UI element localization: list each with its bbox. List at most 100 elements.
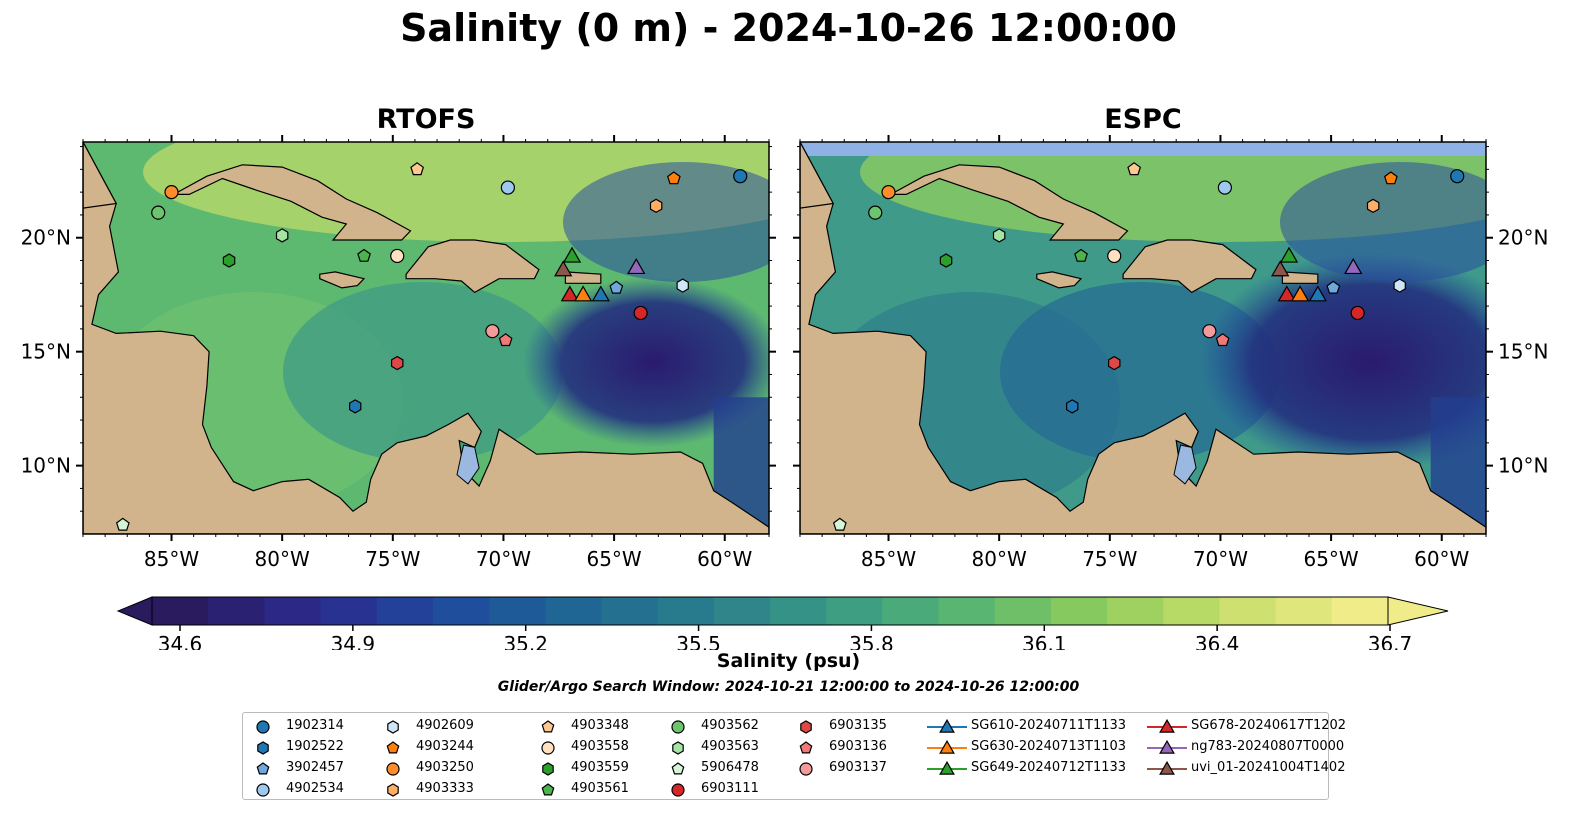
legend-label: SG649-20240712T1133	[971, 760, 1127, 775]
colorbar-segment	[938, 597, 996, 625]
obs-6903136	[1215, 333, 1230, 347]
lon-tick-label: 60°W	[697, 547, 752, 571]
obs-4903558	[390, 248, 405, 264]
obs-uvi_01-20241004T1402	[1271, 260, 1290, 277]
colorbar-segment	[376, 597, 434, 625]
obs-3902457	[1326, 280, 1341, 294]
obs-SG678-20240617T1202	[1277, 285, 1296, 302]
legend-marker-icon	[257, 741, 269, 755]
legend-marker-icon	[386, 741, 400, 754]
lake-maracaibo	[456, 444, 480, 485]
colorbar-segment	[826, 597, 883, 625]
lon-tick-label: 60°W	[1414, 547, 1469, 571]
obs-3902457	[609, 280, 624, 294]
colorbar-max-extend	[1387, 596, 1449, 626]
legend-label: 4903561	[571, 781, 629, 796]
legend-item: SG610-20240711T1133	[927, 718, 1127, 736]
obs-4903348	[1127, 162, 1142, 176]
lat-tick-label: 20°N	[21, 226, 71, 250]
legend-label: 3902457	[286, 760, 344, 775]
land-centralAmerica	[800, 142, 1486, 534]
legend-label: 4903558	[571, 739, 629, 754]
colorbar-tick-label: 35.5	[676, 632, 721, 650]
colorbar-tick-label: 35.8	[849, 632, 894, 650]
legend-marker-icon	[256, 762, 270, 775]
legend-item: 6903137	[798, 760, 998, 778]
legend-label: 6903137	[829, 760, 887, 775]
obs-uvi_01-20241004T1402	[554, 260, 573, 277]
obs-SG610-20240711T1133	[1308, 285, 1327, 302]
legend-label: 4903250	[416, 760, 474, 775]
obs-4902534	[1217, 180, 1232, 195]
obs-4903561	[1074, 248, 1088, 262]
legend-item: 1902522	[255, 739, 455, 757]
legend-item: 4903244	[385, 739, 585, 757]
obs-5906478	[115, 517, 130, 531]
lon-tick-label: 70°W	[476, 547, 531, 571]
legend-item: 4903561	[540, 781, 740, 799]
obs-4902609	[676, 278, 689, 293]
legend-item: 4902609	[385, 718, 585, 736]
obs-6903135	[391, 355, 404, 371]
search-window-note: Glider/Argo Search Window: 2024-10-21 12…	[497, 679, 1080, 695]
land-jamaica	[1036, 271, 1083, 289]
legend-item: 4903563	[670, 739, 870, 757]
legend-marker-icon	[671, 720, 685, 734]
legend-marker-icon	[1159, 739, 1175, 754]
colorbar-segment	[152, 597, 209, 625]
colorbar-tick-label: 36.1	[1022, 632, 1067, 650]
obs-6903137	[485, 324, 500, 339]
rtofs-map	[83, 142, 769, 534]
legend-marker-icon	[671, 783, 685, 797]
legend-marker-icon	[541, 783, 555, 796]
legend-marker-icon	[387, 720, 399, 734]
colorbar-tick-label: 34.6	[158, 632, 203, 650]
lon-tick-label: 85°W	[144, 547, 199, 571]
obs-4903562	[868, 205, 883, 220]
legend-label: 1902522	[286, 739, 344, 754]
legend-label: SG678-20240617T1202	[1191, 718, 1347, 733]
espc-map	[800, 142, 1486, 534]
colorbar-label: Salinity (psu)	[716, 650, 861, 672]
obs-1902522	[349, 399, 362, 414]
lon-tick-label: 65°W	[586, 547, 641, 571]
colorbar-segment	[713, 597, 771, 625]
obs-4903563	[275, 228, 289, 243]
legend-item: 4903348	[540, 718, 740, 736]
obs-1902522	[1065, 399, 1079, 414]
legend-item: 4903559	[540, 760, 740, 778]
legend-marker-icon	[256, 783, 270, 797]
legend-item: 4903562	[670, 718, 870, 736]
obs-6903135	[1107, 355, 1121, 371]
panel-title-rtofs: RTOFS	[376, 104, 476, 135]
obs-6903111	[633, 305, 648, 321]
colorbar-segment	[208, 597, 265, 625]
obs-SG649-20240712T1133	[562, 246, 582, 263]
legend-marker-icon	[1159, 760, 1175, 775]
legend-item: 4903558	[540, 739, 740, 757]
legend-item: SG630-20240713T1103	[927, 739, 1127, 757]
legend-marker-icon	[800, 720, 812, 734]
lon-tick-label: 75°W	[1082, 547, 1137, 571]
land-jamaica	[319, 271, 366, 289]
figure-title: Salinity (0 m) - 2024-10-26 12:00:00	[400, 6, 1177, 50]
lake-maracaibo	[1173, 444, 1197, 485]
legend-marker-icon	[387, 783, 399, 797]
legend-item: uvi_01-20241004T1402	[1147, 760, 1347, 778]
lon-tick-label: 70°W	[1193, 547, 1248, 571]
land-centralAmerica	[83, 142, 769, 534]
colorbar-segment	[489, 597, 546, 625]
legend-item: SG649-20240712T1133	[927, 760, 1127, 778]
legend-marker-icon	[939, 739, 955, 754]
colorbar: 34.6 34.9 35.2 35.5 35.8 36.1 36.4 36.7	[116, 596, 1449, 650]
legend-label: 4902534	[286, 781, 344, 796]
colorbar-segment	[545, 597, 602, 625]
legend-label: 6903135	[829, 718, 887, 733]
legend-label: 4902609	[416, 718, 474, 733]
colorbar-tick-label: 34.9	[331, 632, 376, 650]
obs-4903250	[881, 185, 896, 200]
lon-tick-label: 80°W	[255, 547, 310, 571]
legend-item: 6903111	[670, 781, 870, 799]
obs-SG649-20240712T1133	[1279, 246, 1299, 263]
legend-label: 1902314	[286, 718, 344, 733]
